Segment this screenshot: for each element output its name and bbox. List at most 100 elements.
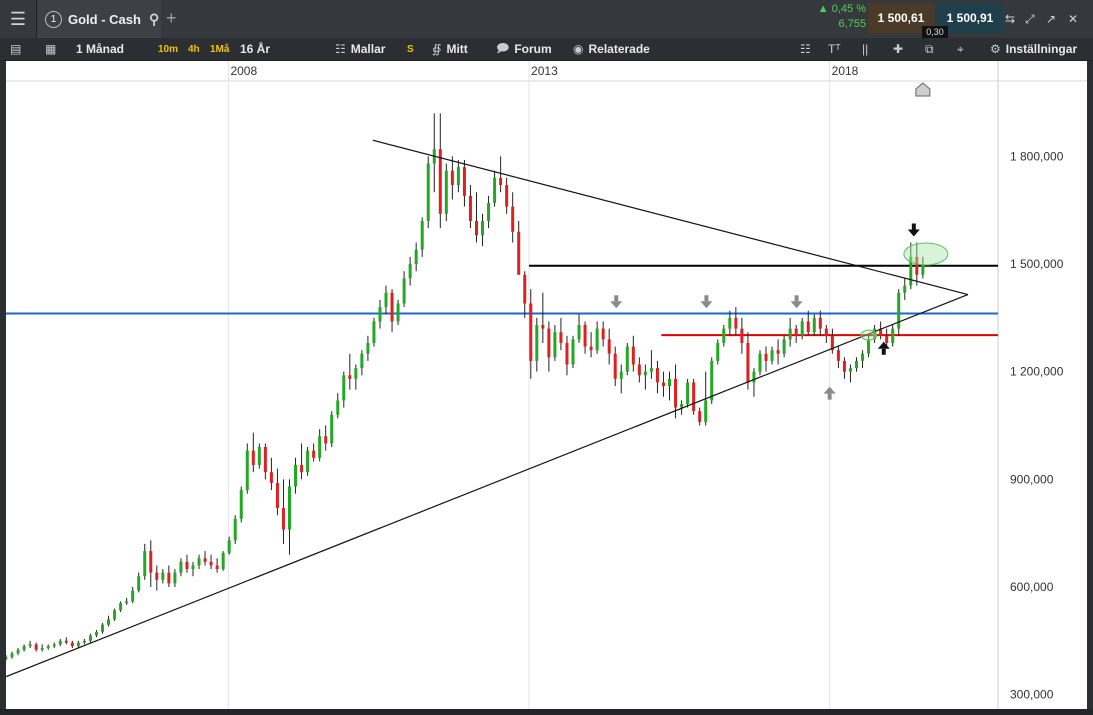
candle-body <box>909 256 913 286</box>
candle-body <box>101 624 105 632</box>
popout-icon[interactable]: ↗ <box>1046 12 1057 26</box>
candle-body <box>16 649 20 654</box>
candle-body <box>330 414 334 444</box>
candle-body <box>203 558 207 562</box>
horizontal-lines <box>6 264 998 337</box>
ask-price-button[interactable]: 1 500,91 <box>937 3 1003 33</box>
candle-body <box>836 350 840 361</box>
resize-icon[interactable]: ⇆ <box>1005 12 1016 26</box>
down-arrow-marker <box>610 301 623 309</box>
ruler-icon[interactable]: ☷ <box>800 42 811 56</box>
layout-list-icon[interactable]: ▤ <box>10 42 22 56</box>
candle-body <box>420 220 424 250</box>
range-dropdown[interactable]: 16 År <box>240 42 271 56</box>
candle-body <box>661 382 665 387</box>
candle-body <box>88 635 92 641</box>
parallel-lines-icon[interactable]: || <box>862 42 869 56</box>
candle-body <box>535 325 539 361</box>
close-icon[interactable]: ✕ <box>1068 12 1079 26</box>
candle-body <box>776 350 780 354</box>
candle-body <box>318 436 322 458</box>
layout-grid-icon[interactable]: ▦ <box>45 42 57 56</box>
hamburger-icon[interactable]: ☰ <box>0 0 37 38</box>
candle-body <box>125 601 129 604</box>
candle-body <box>287 486 291 530</box>
candle-body <box>734 317 738 329</box>
forum-button[interactable]: 🗩 Forum <box>496 38 552 60</box>
candle-body <box>239 490 243 519</box>
up-arrow-marker <box>823 386 836 394</box>
candle-body <box>607 339 611 354</box>
eye-icon: ◉ <box>573 42 584 56</box>
down-arrow-marker <box>911 223 916 230</box>
candle-body <box>426 163 430 221</box>
candle-body <box>281 508 285 530</box>
up-arrow-marker <box>881 348 886 355</box>
candle-body <box>631 346 635 365</box>
candle-body <box>28 644 32 647</box>
candle-body <box>493 177 497 204</box>
candle-body <box>354 368 358 379</box>
s-badge[interactable]: S <box>407 43 414 55</box>
settings-label: Inställningar <box>1005 42 1078 56</box>
settings-button[interactable]: ⚙ Inställningar <box>990 38 1077 60</box>
instrument-tab[interactable]: 1 Gold - Cash ⚲ <box>37 0 161 38</box>
candle-body <box>233 518 237 541</box>
candle-body <box>269 472 273 483</box>
candle-body <box>438 149 442 214</box>
candle-body <box>770 350 774 361</box>
tab-number: 1 <box>45 10 62 28</box>
target-icon[interactable]: ⌖ <box>957 41 964 56</box>
candle-body <box>324 436 328 444</box>
text-tool-icon[interactable]: Tᵀ <box>828 42 841 56</box>
bid-price-button[interactable]: 1 500,61 <box>868 3 934 33</box>
candle-body <box>824 328 828 336</box>
quick-10m-button[interactable]: 10m <box>158 43 179 55</box>
trendlines <box>6 139 969 678</box>
candle-body <box>444 170 448 214</box>
candle-body <box>137 576 141 591</box>
candle-body <box>468 195 472 221</box>
down-arrow-marker <box>614 295 619 302</box>
candle-body <box>414 249 418 265</box>
mine-button[interactable]: ∯ Mitt <box>432 38 468 60</box>
x-tick-label: 2008 <box>230 64 257 78</box>
timeframe-dropdown[interactable]: 1 Månad <box>76 42 125 56</box>
crosshair-tool-icon[interactable]: ✚ <box>893 42 904 56</box>
candle-body <box>94 631 98 636</box>
candle-body <box>263 447 267 473</box>
candle-body <box>76 642 80 647</box>
y-tick-label: 900,000 <box>1010 472 1054 486</box>
gear-icon: ⚙ <box>990 42 1001 56</box>
search-icon[interactable]: ⚲ <box>148 10 160 27</box>
quick-4h-button[interactable]: 4h <box>188 43 200 55</box>
candle-body <box>173 572 177 584</box>
related-label: Relaterade <box>588 42 650 56</box>
copy-icon[interactable]: ⧉ <box>925 41 934 56</box>
bottom-bar <box>0 709 1093 715</box>
candle-body <box>523 274 527 304</box>
candle-body <box>867 339 871 354</box>
candle-body <box>830 335 834 351</box>
quick-1month-button[interactable]: 1Må <box>210 43 230 55</box>
candle-body <box>450 170 454 186</box>
down-arrow-marker <box>794 295 799 302</box>
candle-body <box>179 561 183 573</box>
price-chart[interactable]: 2008 2013 2018 1 800,000 1 500,000 1 200,000… <box>6 61 1087 709</box>
top-bar: ☰ 1 Gold - Cash ⚲ + ▲ 0,45 % 6,755 1 500… <box>0 0 1093 39</box>
candle-body <box>34 644 38 650</box>
expand-icon[interactable]: ⤢ <box>1025 12 1035 26</box>
candle-body <box>704 400 708 422</box>
candle-body <box>643 371 647 376</box>
down-arrow-marker <box>907 229 920 237</box>
plus-icon[interactable]: + <box>166 8 177 28</box>
candle-body <box>541 325 545 329</box>
y-tick-label: 600,000 <box>1010 580 1054 594</box>
candle-body <box>529 303 533 361</box>
templates-button[interactable]: ☷ Mallar <box>335 38 385 60</box>
y-axis-labels: 1 800,000 1 500,000 1 200,000 900,000 600,00… <box>1010 149 1064 701</box>
related-button[interactable]: ◉ Relaterade <box>573 38 650 60</box>
down-arrow-marker <box>704 295 709 302</box>
candle-body <box>161 572 165 580</box>
candle-body <box>6 656 8 659</box>
